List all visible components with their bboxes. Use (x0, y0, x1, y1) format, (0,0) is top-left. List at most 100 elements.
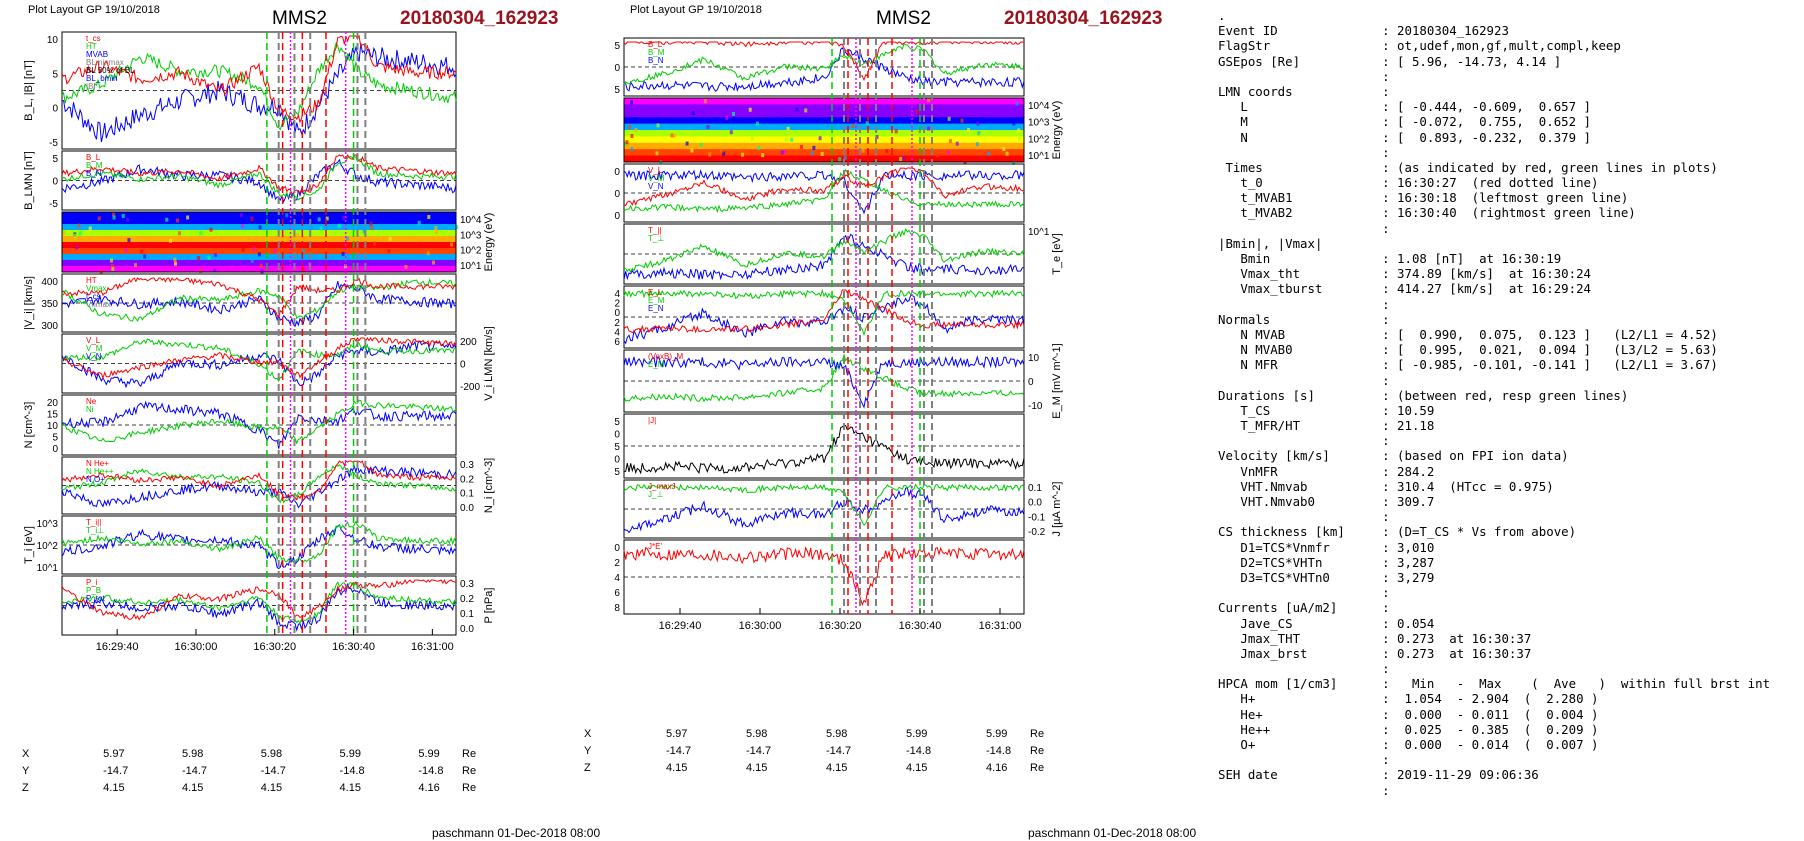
spectrogram-band (624, 98, 1024, 105)
info-row: D2=TCS*VHTn : 3,287 (1218, 554, 1435, 570)
trace-1 (623, 47, 1025, 93)
info-row: : (1218, 661, 1390, 677)
ephemeris-value: -14.7 (746, 745, 772, 757)
info-row: : (1218, 509, 1390, 525)
spectrogram-pixel (818, 136, 822, 141)
info-row: N : [ 0.893, -0.232, 0.379 ] (1218, 129, 1591, 145)
tick-label: 0.2 (460, 474, 474, 485)
spectrogram-pixel (450, 242, 454, 247)
tick-label: 0.20 (614, 430, 620, 441)
spectrogram-pixel (271, 268, 275, 273)
info-row: VHT.Nmvab : 310.4 (HTcc = 0.975) (1218, 478, 1554, 494)
spectrogram-pixel (708, 152, 712, 157)
panel-frame (623, 97, 1025, 163)
spectrogram-pixel (731, 111, 735, 116)
info-row: : (1218, 782, 1390, 798)
legend-entry: B_L (86, 153, 101, 162)
legend-entry: V_M (86, 344, 103, 353)
legend-entry: HT (86, 42, 97, 51)
info-row: Velocity [km/s] : (based on FPI ion data… (1218, 448, 1569, 464)
spectrogram-pixel (630, 147, 634, 152)
spectrogram-pixel (861, 148, 865, 153)
tick-label: 0.3 (460, 460, 474, 471)
time-tick-label: 16:30:20 (253, 641, 296, 653)
spectrogram-pixel (209, 227, 213, 232)
legend-entry: T_|| (648, 226, 662, 235)
spectrogram-pixel (177, 231, 181, 236)
spectrogram-pixel (750, 136, 754, 141)
tick-label: 10^2 (460, 246, 482, 257)
spectrogram-pixel (241, 247, 245, 252)
axis-label: E_M [mV m^-1] (1051, 343, 1063, 418)
spectrogram-pixel (140, 249, 144, 254)
spectrogram-pixel (417, 220, 421, 225)
tick-label: -2 (614, 318, 620, 329)
ephemeris-label: Y (22, 765, 30, 777)
spectrogram-pixel (369, 221, 373, 226)
ephemeris-value: -14.8 (906, 745, 932, 757)
spectrogram-pixel (133, 217, 137, 221)
spectrogram-pixel (732, 154, 736, 159)
trace-2 (623, 288, 1025, 337)
legend-entry: P_B (86, 586, 101, 595)
spectrogram-pixel (169, 238, 173, 243)
axis-label: T_e [eV] (1051, 233, 1063, 275)
panel-9: 0.0-0.2-0.4-0.6-0.8J*E' [nW m^-3]J*E' (614, 539, 1025, 615)
info-row: M : [ -0.072, 0.755, 0.652 ] (1218, 114, 1591, 130)
spectrogram-pixel (78, 231, 82, 236)
trace-1 (623, 355, 1025, 409)
legend-entry: N He++ (86, 467, 114, 476)
spectrogram-pixel (820, 152, 824, 157)
left-event-id: 20180304_162923 (400, 8, 559, 29)
spectrogram-pixel (126, 217, 130, 222)
right-event-id: 20180304_162923 (1004, 8, 1163, 29)
legend-entry: B_L (648, 40, 663, 49)
panel-3: 5000-500V_e LMN [km/s]V_LV_MV_N (614, 163, 1025, 223)
trace-2 (61, 155, 457, 201)
spectrogram-pixel (1005, 151, 1009, 156)
tick-label: 0.2 (460, 594, 474, 605)
trace-1 (61, 340, 457, 389)
spectrogram-pixel (1012, 161, 1016, 166)
tick-label: -4 (614, 327, 620, 338)
info-row: SEH date : 2019-11-29 09:06:36 (1218, 767, 1539, 783)
tick-label: 0.15 (614, 442, 620, 453)
info-row: D1=TCS*Vnmfr : 3,010 (1218, 539, 1435, 555)
spectrogram-pixel (975, 142, 979, 147)
axis-label: N_i [cm^-3] (483, 458, 495, 513)
tick-label: 0.25 (614, 417, 620, 428)
spectrogram-pixel (851, 123, 855, 128)
spectrogram-pixel (672, 133, 676, 138)
tick-label: -5 (49, 199, 58, 210)
spectrogram-pixel (260, 269, 264, 274)
trace-2 (623, 168, 1025, 214)
spectrogram-pixel (77, 223, 81, 228)
trace-1 (623, 168, 1025, 215)
tick-label: 10^3 (460, 230, 482, 241)
info-row: He+ : 0.000 - 0.011 ( 0.004 ) (1218, 706, 1599, 722)
trace-2 (623, 42, 1025, 85)
info-row: O+ : 0.000 - 0.014 ( 0.007 ) (1218, 737, 1599, 752)
spectrogram-pixel (690, 148, 694, 153)
spectrogram-pixel (784, 137, 788, 142)
ephemeris-value: 5.98 (746, 728, 768, 740)
tick-label: 5 (614, 41, 620, 52)
trace-3 (623, 288, 1025, 334)
right-plot-footer: paschmann 01-Dec-2018 08:00 (1028, 826, 1197, 840)
legend-entry: J*E' (648, 542, 662, 551)
info-row: : (1218, 68, 1390, 84)
legend-entry: V_L (86, 336, 101, 345)
spectrogram-pixel (75, 245, 79, 250)
axis-label: B_L, |B| [nT] (23, 60, 35, 121)
spectrogram-pixel (685, 141, 689, 146)
legend-entry: t_cs (86, 292, 101, 301)
spectrogram-pixel (73, 233, 77, 238)
spectrogram-pixel (656, 123, 660, 128)
time-tick-label: 16:31:00 (979, 620, 1022, 632)
spectrogram-pixel (455, 225, 459, 230)
legend-entry: T_i⊥ (86, 526, 104, 535)
info-row: He++ : 0.025 - 0.385 ( 0.209 ) (1218, 721, 1599, 737)
ephemeris-unit: Re (1030, 745, 1045, 757)
